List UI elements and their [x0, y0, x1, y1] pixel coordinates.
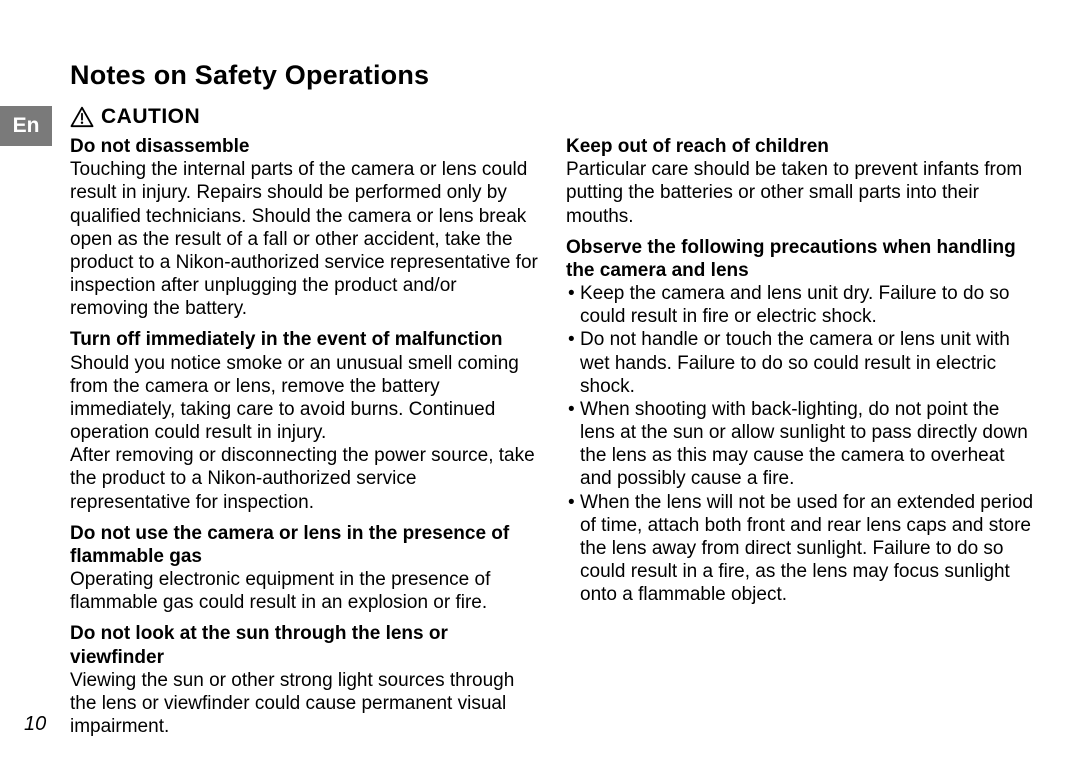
manual-page: En 10 Notes on Safety Operations CAUTION… [0, 0, 1080, 766]
caution-heading: CAUTION [70, 105, 1040, 129]
body-text: Touching the internal parts of the camer… [70, 158, 540, 320]
subhead-turn-off: Turn off immediately in the event of mal… [70, 328, 540, 351]
left-column: Do not disassemble Touching the internal… [70, 133, 540, 738]
body-text: Operating electronic equipment in the pr… [70, 568, 540, 614]
list-item: When shooting with back-lighting, do not… [566, 398, 1036, 491]
right-column: Keep out of reach of children Particular… [566, 133, 1036, 738]
caution-label: CAUTION [101, 105, 200, 129]
subhead-sun-viewfinder: Do not look at the sun through the lens … [70, 622, 540, 668]
subhead-precautions: Observe the following precautions when h… [566, 236, 1036, 282]
subhead-flammable-gas: Do not use the camera or lens in the pre… [70, 522, 540, 568]
precaution-list: Keep the camera and lens unit dry. Failu… [566, 282, 1036, 606]
body-text: Viewing the sun or other strong light so… [70, 669, 540, 739]
content-columns: Do not disassemble Touching the internal… [70, 133, 1040, 738]
body-text: Should you notice smoke or an unusual sm… [70, 352, 540, 445]
list-item: When the lens will not be used for an ex… [566, 491, 1036, 607]
page-number: 10 [24, 713, 46, 736]
list-item: Keep the camera and lens unit dry. Failu… [566, 282, 1036, 328]
body-text: After removing or disconnecting the powe… [70, 444, 540, 514]
subhead-children: Keep out of reach of children [566, 135, 1036, 158]
language-tab: En [0, 106, 52, 146]
subhead-do-not-disassemble: Do not disassemble [70, 135, 540, 158]
page-title: Notes on Safety Operations [70, 60, 1040, 91]
list-item: Do not handle or touch the camera or len… [566, 328, 1036, 398]
warning-triangle-icon [70, 106, 94, 128]
body-text: Particular care should be taken to preve… [566, 158, 1036, 228]
